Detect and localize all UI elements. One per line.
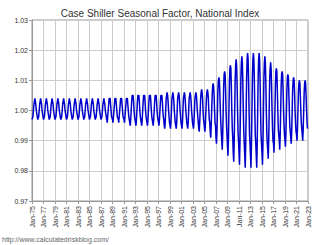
svg-text:http://www.calculatedriskblog.: http://www.calculatedriskblog.com/ [2, 236, 109, 244]
svg-text:Jan-91: Jan-91 [121, 206, 128, 228]
svg-text:Jan-23: Jan-23 [305, 206, 312, 228]
svg-text:1.03: 1.03 [14, 17, 28, 24]
svg-text:0.99: 0.99 [14, 137, 28, 144]
svg-text:Jan-07: Jan-07 [213, 206, 220, 228]
svg-text:Jan-99: Jan-99 [167, 206, 174, 228]
svg-text:Jan-87: Jan-87 [98, 206, 105, 228]
svg-text:Jan-77: Jan-77 [40, 206, 47, 228]
svg-text:Jan-01: Jan-01 [178, 206, 185, 228]
svg-text:Jan-15: Jan-15 [259, 206, 266, 228]
svg-text:Jan-75: Jan-75 [29, 206, 36, 228]
svg-text:Jan-17: Jan-17 [270, 206, 277, 228]
svg-text:Jan-09: Jan-09 [224, 206, 231, 228]
svg-text:1.01: 1.01 [14, 77, 28, 84]
svg-text:1.00: 1.00 [14, 107, 28, 114]
svg-text:Jan-19: Jan-19 [282, 206, 289, 228]
svg-text:Jan-89: Jan-89 [109, 206, 116, 228]
svg-text:0.98: 0.98 [14, 167, 28, 174]
svg-text:Jan-95: Jan-95 [144, 206, 151, 228]
svg-text:Case Shiller Seasonal Factor,: Case Shiller Seasonal Factor, National I… [61, 8, 259, 19]
svg-text:Jan-83: Jan-83 [75, 206, 82, 228]
svg-text:0.97: 0.97 [14, 198, 28, 205]
svg-text:Jan-13: Jan-13 [247, 206, 254, 228]
svg-text:Jan-81: Jan-81 [63, 206, 70, 228]
svg-text:Jan-03: Jan-03 [190, 206, 197, 228]
svg-text:Jan-85: Jan-85 [86, 206, 93, 228]
svg-text:Jan-05: Jan-05 [201, 206, 208, 228]
svg-text:1.02: 1.02 [14, 47, 28, 54]
svg-text:Jan-93: Jan-93 [132, 206, 139, 228]
svg-text:Jan-97: Jan-97 [155, 206, 162, 228]
svg-text:Jan-11: Jan-11 [236, 206, 243, 227]
svg-text:Jan-79: Jan-79 [52, 206, 59, 228]
svg-text:Jan-21: Jan-21 [293, 206, 300, 228]
